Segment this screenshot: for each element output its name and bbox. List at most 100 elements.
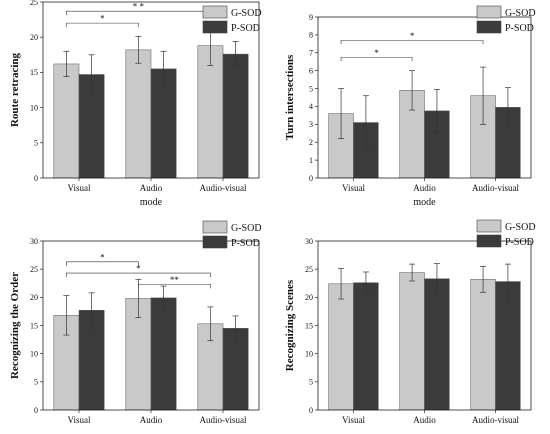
legend-label-g-sod: G-SOD bbox=[505, 8, 536, 19]
legend-swatch-p-sod bbox=[202, 235, 228, 249]
significance-bracket bbox=[340, 39, 484, 45]
x-tick-label: Audio-visual bbox=[200, 183, 247, 193]
legend-label-g-sod: G-SOD bbox=[231, 223, 262, 234]
legend: G-SOD P-SOD bbox=[476, 219, 536, 248]
bar-g-sod-audio bbox=[399, 272, 425, 411]
y-axis-label: Recognizing the Order bbox=[9, 272, 21, 379]
y-tick-label: 7 bbox=[309, 49, 313, 58]
y-tick-label: 15 bbox=[305, 321, 313, 330]
chart-panel-3: 051015202530VisualAudioAudio-visual****m… bbox=[9, 220, 262, 434]
legend: G-SOD P-SOD bbox=[476, 5, 536, 34]
y-tick-label: 5 bbox=[309, 378, 313, 387]
significance-label: * bbox=[410, 31, 415, 41]
significance-bracket bbox=[66, 272, 211, 278]
significance-label: * bbox=[100, 252, 105, 262]
x-tick-label: Visual bbox=[68, 183, 91, 193]
bar-p-sod-audio bbox=[424, 278, 450, 411]
legend-label-g-sod: G-SOD bbox=[505, 222, 536, 233]
significance-bracket bbox=[66, 10, 211, 16]
y-tick-label: 10 bbox=[305, 349, 313, 358]
significance-bracket bbox=[66, 261, 139, 266]
legend-label-p-sod: P-SOD bbox=[505, 237, 534, 248]
significance-label: * bbox=[374, 48, 379, 58]
bar-g-sod-audio-visual bbox=[470, 279, 496, 411]
chart-panel-2: 0 1 2 3 4 5 6 7 8 9 Visual Audio Audio-visual * * mode T… bbox=[284, 5, 536, 208]
y-tick-label: 30 bbox=[30, 237, 38, 246]
legend: G-SOD P-SOD bbox=[202, 5, 262, 34]
y-tick-label: 20 bbox=[30, 293, 38, 302]
legend-swatch-g-sod bbox=[476, 5, 502, 19]
x-tick-label: Audio-visual bbox=[200, 415, 247, 425]
y-tick-label: 0 bbox=[309, 174, 313, 183]
bar-g-sod-visual bbox=[328, 283, 354, 411]
significance-bracket bbox=[138, 284, 211, 289]
legend: G-SOD P-SOD bbox=[202, 220, 262, 249]
bar-p-sod-audio bbox=[150, 297, 177, 411]
y-tick-label: 10 bbox=[30, 349, 38, 358]
y-axis-label: Turn intersections bbox=[284, 54, 296, 140]
x-tick-label: Audio bbox=[413, 183, 436, 193]
plot-frame bbox=[317, 240, 532, 411]
y-tick-label: 10 bbox=[30, 103, 38, 112]
legend-label-g-sod: G-SOD bbox=[231, 8, 262, 19]
legend-swatch-p-sod bbox=[202, 20, 228, 34]
y-tick-label: 5 bbox=[34, 378, 38, 387]
plot-frame bbox=[317, 16, 532, 179]
legend-swatch-g-sod bbox=[202, 220, 228, 234]
y-tick-label: 6 bbox=[309, 66, 313, 75]
bar-p-sod-visual bbox=[353, 282, 379, 411]
y-tick-label: 1 bbox=[309, 156, 313, 165]
y-axis-label: Recognizing Scenes bbox=[284, 279, 296, 371]
legend-label-p-sod: P-SOD bbox=[231, 238, 260, 249]
y-tick-label: 0 bbox=[34, 174, 38, 183]
bar-p-sod-audio-visual bbox=[222, 328, 249, 411]
x-tick-label: Visual bbox=[68, 415, 91, 425]
x-tick-label: Audio bbox=[413, 415, 436, 425]
y-tick-label: 5 bbox=[34, 139, 38, 148]
y-tick-label: 4 bbox=[309, 102, 313, 111]
significance-label: ** bbox=[170, 275, 180, 285]
significance-label: * bbox=[136, 264, 141, 274]
y-tick-label: 20 bbox=[30, 33, 38, 42]
significance-label: * bbox=[100, 14, 105, 24]
x-tick-label: Audio-visual bbox=[472, 415, 519, 425]
x-tick-label: Audio bbox=[140, 415, 163, 425]
bar-g-sod-audio bbox=[125, 49, 152, 179]
legend-swatch-g-sod bbox=[202, 5, 228, 19]
y-tick-label: 15 bbox=[30, 321, 38, 330]
y-tick-label: 5 bbox=[309, 84, 313, 93]
y-axis-label: Route retracing bbox=[9, 52, 21, 127]
y-tick-label: 15 bbox=[30, 68, 38, 77]
y-tick-label: 2 bbox=[309, 138, 313, 147]
x-tick-label: Visual bbox=[342, 415, 365, 425]
bar-p-sod-audio-visual bbox=[222, 53, 249, 179]
y-tick-label: 25 bbox=[30, 0, 38, 7]
y-tick-label: 25 bbox=[305, 265, 313, 274]
legend-label-p-sod: P-SOD bbox=[505, 23, 534, 34]
y-tick-label: 3 bbox=[309, 120, 313, 129]
chart-panel-1: 0 5 10 15 20 25 Visual Audio Audio-visual * * * mod… bbox=[9, 0, 262, 208]
legend-swatch-g-sod bbox=[476, 219, 502, 233]
y-tick-label: 30 bbox=[305, 237, 313, 246]
bar-g-sod-audio-visual bbox=[197, 45, 224, 179]
y-tick-label: 9 bbox=[309, 13, 313, 22]
bar-p-sod-audio-visual bbox=[495, 281, 521, 411]
plot-frame bbox=[42, 1, 260, 179]
legend-label-p-sod: P-SOD bbox=[231, 23, 260, 34]
x-axis-label: mode bbox=[140, 197, 163, 208]
plot-frame bbox=[42, 240, 260, 411]
y-tick-label: 0 bbox=[309, 406, 313, 415]
y-tick-label: 8 bbox=[309, 31, 313, 40]
significance-label: * * bbox=[133, 2, 145, 12]
y-tick-label: 20 bbox=[305, 293, 313, 302]
significance-bracket bbox=[340, 56, 413, 62]
significance-bracket bbox=[66, 22, 139, 28]
x-axis-label: mode bbox=[413, 197, 436, 208]
x-tick-label: Audio bbox=[140, 183, 163, 193]
legend-swatch-p-sod bbox=[476, 234, 502, 248]
x-tick-label: Visual bbox=[342, 183, 365, 193]
legend-swatch-p-sod bbox=[476, 20, 502, 34]
chart-panel-4: 051015202530VisualAudioAudio-visualmodeR… bbox=[284, 219, 536, 434]
y-tick-label: 0 bbox=[34, 406, 38, 415]
